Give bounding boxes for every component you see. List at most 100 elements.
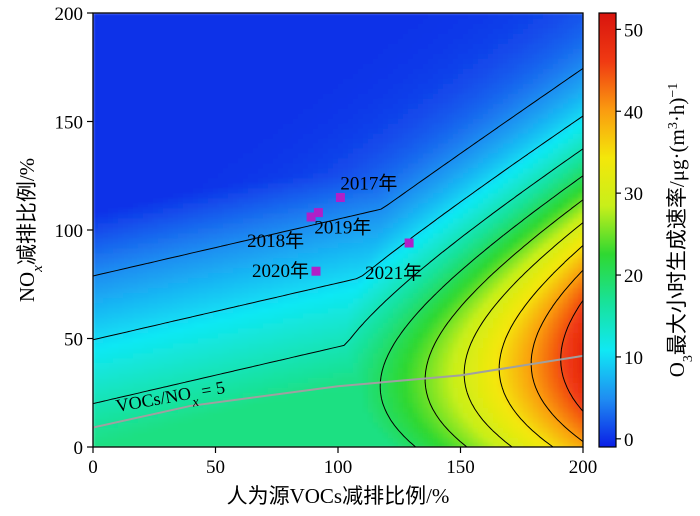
heatmap-cell	[213, 427, 219, 433]
heatmap-cell	[103, 177, 109, 184]
heatmap-cell	[123, 232, 129, 239]
heatmap-cell	[203, 182, 209, 189]
heatmap-cell	[303, 142, 309, 149]
heatmap-cell	[368, 72, 374, 79]
heatmap-cell	[168, 13, 174, 19]
heatmap-cell	[163, 312, 169, 319]
heatmap-cell	[103, 377, 109, 383]
heatmap-cell	[218, 362, 224, 368]
heatmap-cell	[143, 247, 149, 254]
heatmap-cell	[138, 377, 144, 383]
heatmap-cell	[98, 127, 104, 134]
heatmap-cell	[303, 47, 309, 54]
heatmap-cell	[238, 352, 244, 359]
heatmap-cell	[143, 362, 149, 368]
heatmap-cell	[213, 242, 219, 249]
heatmap-cell	[328, 72, 334, 79]
heatmap-cell	[338, 407, 344, 413]
heatmap-cell	[318, 72, 324, 79]
heatmap-cell	[328, 202, 334, 209]
heatmap-cell	[173, 157, 179, 164]
heatmap-cell	[228, 382, 234, 388]
heatmap-cell	[343, 122, 349, 129]
heatmap-cell	[188, 302, 194, 309]
heatmap-cell	[203, 332, 209, 339]
heatmap-cell	[268, 287, 274, 294]
heatmap-cell	[378, 332, 384, 339]
heatmap-cell	[208, 32, 214, 39]
heatmap-cell	[228, 192, 234, 199]
heatmap-cell	[113, 237, 119, 244]
heatmap-cell	[248, 252, 254, 259]
heatmap-cell	[228, 107, 234, 114]
heatmap-cell	[138, 257, 144, 264]
heatmap-cell	[118, 102, 124, 109]
heatmap-cell	[308, 187, 314, 194]
heatmap-cell	[268, 237, 274, 244]
heatmap-cell	[238, 407, 244, 413]
heatmap-cell	[253, 62, 259, 69]
heatmap-cell	[158, 417, 164, 423]
heatmap-cell	[313, 87, 319, 94]
heatmap-cell	[218, 117, 224, 124]
heatmap-cell	[228, 157, 234, 164]
heatmap-cell	[163, 287, 169, 294]
heatmap-cell	[113, 247, 119, 254]
heatmap-cell	[208, 122, 214, 129]
heatmap-cell	[278, 397, 284, 403]
heatmap-cell	[213, 217, 219, 224]
heatmap-cell	[373, 222, 379, 229]
heatmap-cell	[168, 412, 174, 418]
heatmap-cell	[103, 287, 109, 294]
heatmap-cell	[298, 277, 304, 284]
heatmap-cell	[123, 32, 129, 39]
heatmap-cell	[353, 272, 359, 279]
heatmap-cell	[103, 372, 109, 378]
heatmap-cell	[373, 217, 379, 224]
heatmap-cell	[193, 352, 199, 359]
heatmap-cell	[378, 307, 384, 314]
heatmap-cell	[208, 207, 214, 214]
heatmap-cell	[118, 52, 124, 59]
heatmap-cell	[328, 282, 334, 289]
heatmap-cell	[138, 437, 144, 443]
heatmap-cell	[108, 92, 114, 99]
heatmap-cell	[333, 72, 339, 79]
heatmap-cell	[123, 22, 129, 29]
heatmap-cell	[123, 412, 129, 418]
heatmap-cell	[298, 272, 304, 279]
heatmap-cell	[353, 177, 359, 184]
heatmap-cell	[218, 122, 224, 129]
heatmap-cell	[203, 352, 209, 359]
heatmap-cell	[203, 322, 209, 329]
heatmap-cell	[188, 32, 194, 39]
heatmap-cell	[148, 292, 154, 299]
heatmap-cell	[253, 222, 259, 229]
heatmap-cell	[103, 17, 109, 24]
heatmap-cell	[278, 417, 284, 423]
heatmap-cell	[323, 402, 329, 408]
heatmap-cell	[123, 87, 129, 94]
heatmap-cell	[248, 257, 254, 264]
heatmap-cell	[313, 177, 319, 184]
heatmap-cell	[143, 212, 149, 219]
heatmap-cell	[218, 32, 224, 39]
heatmap-cell	[248, 282, 254, 289]
heatmap-cell	[263, 302, 269, 309]
heatmap-cell	[213, 182, 219, 189]
heatmap-cell	[193, 37, 199, 44]
heatmap-cell	[283, 42, 289, 49]
heatmap-cell	[318, 442, 324, 447]
heatmap-cell	[273, 52, 279, 59]
heatmap-cell	[103, 332, 109, 339]
heatmap-cell	[363, 57, 369, 64]
heatmap-cell	[248, 97, 254, 104]
heatmap-cell	[178, 257, 184, 264]
heatmap-cell	[213, 142, 219, 149]
heatmap-cell	[363, 87, 369, 94]
heatmap-cell	[133, 437, 139, 443]
heatmap-cell	[153, 337, 159, 344]
heatmap-cell	[323, 292, 329, 299]
heatmap-cell	[283, 307, 289, 314]
heatmap-cell	[103, 212, 109, 219]
